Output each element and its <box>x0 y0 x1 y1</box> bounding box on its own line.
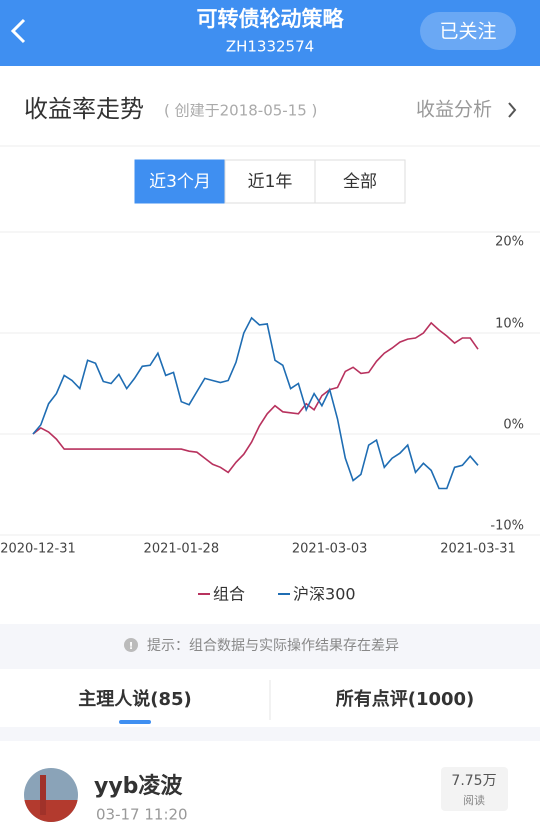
spacer <box>0 727 540 741</box>
range-tab[interactable] <box>224 159 316 204</box>
section-link[interactable]: 收益分析 <box>416 99 492 121</box>
series-line <box>32 321 479 474</box>
info-icon <box>124 638 138 652</box>
tab-comments[interactable]: 所有点评(1000) <box>336 688 475 710</box>
reads-box <box>441 767 508 811</box>
x-tick-label: 2021-03-03 <box>292 542 368 557</box>
follow-button-text: 已关注 <box>439 21 496 43</box>
range-tab-label: 近1年 <box>248 172 293 192</box>
chart: -10% 0% 10% 20% 2020-12-31 2021-01-28 2021-03-… <box>0 231 540 604</box>
reads-label: 阅读 <box>463 793 485 807</box>
post-author: yyb凌波 <box>94 774 183 799</box>
y-tick-label: 0% <box>503 418 524 433</box>
reads-count: 7.75万 <box>451 773 496 789</box>
x-tick-label: 2021-01-28 <box>144 542 220 557</box>
section-title: 收益率走势 <box>24 95 144 123</box>
y-tick-label: 10% <box>495 317 524 332</box>
range-tab-label: 全部 <box>343 172 377 192</box>
x-tick-label: 2021-03-31 <box>440 542 516 557</box>
header-subtitle: ZH1332574 <box>226 38 314 56</box>
notice-text: 提示：组合数据与实际操作结果存在差异 <box>147 638 399 654</box>
header-title: 可转债轮动策略 <box>197 7 345 31</box>
range-tab[interactable] <box>314 159 406 204</box>
tab-indicator <box>119 720 151 724</box>
range-tabs: 近3个月 近1年 全部 <box>134 159 406 204</box>
follow-button[interactable] <box>420 12 516 50</box>
notice-bar <box>0 624 540 669</box>
series-line <box>32 316 479 490</box>
avatar[interactable] <box>24 768 78 822</box>
x-tick-label: 2020-12-31 <box>0 542 76 557</box>
section-created: ( 创建于2018-05-15 ) <box>164 102 317 120</box>
legend-label: 沪深300 <box>293 585 356 604</box>
back-button[interactable] <box>10 18 26 44</box>
y-tick-label: -10% <box>490 519 524 534</box>
y-tick-label: 20% <box>495 235 524 250</box>
post-time: 03-17 11:20 <box>96 806 188 824</box>
info-icon-glyph: ! <box>129 641 134 652</box>
legend-label: 组合 <box>213 585 245 604</box>
chevron <box>508 102 517 118</box>
range-tab-label: 近3个月 <box>149 172 211 192</box>
tab-manager[interactable]: 主理人说(85) <box>78 688 192 710</box>
